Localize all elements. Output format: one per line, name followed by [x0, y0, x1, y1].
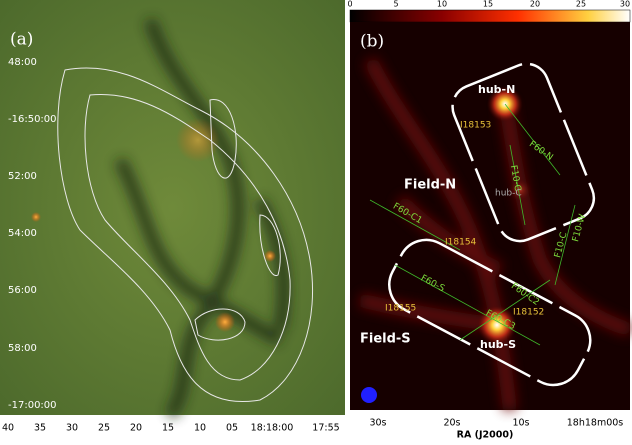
panel-label: (b) — [360, 32, 384, 52]
filament-label: F10-C — [508, 164, 522, 192]
hub-emission — [508, 178, 532, 202]
hub-emission — [477, 305, 517, 345]
y-tick-label: -17:00:00 — [8, 400, 57, 411]
x-axis-label: RA (J2000) — [457, 430, 514, 441]
field-label: Field-S — [360, 332, 411, 347]
y-tick-label: -16:50:00 — [8, 114, 57, 125]
colorbar-tick-label: 10 — [437, 0, 447, 9]
source-label: I18153 — [460, 121, 491, 131]
x-tick-label: 30s — [369, 418, 386, 429]
colorbar-tick-label: 20 — [530, 0, 540, 9]
x-tick-label: 25 — [98, 423, 110, 434]
hub-label: hub-C — [495, 189, 522, 199]
colorbar-tick-label: 15 — [483, 0, 493, 9]
y-tick-label: 56:00 — [8, 285, 37, 296]
colorbar — [349, 9, 631, 23]
field-boxes — [388, 62, 596, 387]
contours — [57, 67, 314, 402]
emission-blob — [176, 118, 220, 162]
y-tick-label: 58:00 — [8, 343, 37, 354]
source-label: I18152 — [513, 308, 544, 318]
hub-label: hub-S — [480, 338, 516, 351]
x-tick-label: 20s — [443, 418, 460, 429]
hub-label: hub-N — [478, 83, 515, 96]
colorbar-tick-label: 0 — [347, 0, 352, 9]
x-tick-label: 18:18:00 — [251, 423, 294, 434]
y-tick-label: 48:00 — [8, 57, 37, 68]
field-label: Field-N — [404, 178, 456, 193]
x-tick-label: 17:55 — [312, 423, 339, 434]
y-tick-label: 52:00 — [8, 171, 37, 182]
colorbar-tick-label: 25 — [576, 0, 586, 9]
panel-b: 0 5 10 15 20 25 30 (b) hub-N hub-C hub-S… — [347, 0, 632, 441]
x-tick-label: 30 — [66, 423, 78, 434]
x-tick-label: 15 — [162, 423, 174, 434]
filament-lines — [369, 103, 576, 346]
dark-filaments — [114, 18, 290, 419]
x-tick-label: 20 — [130, 423, 142, 434]
x-tick-label: 18h18m00s — [567, 418, 624, 429]
panel-a: (a) 48:00 -16:50:00 52:00 54:00 56:00 58… — [0, 0, 345, 434]
x-tick-label: 35 — [34, 423, 46, 434]
colorbar-tick-label: 5 — [393, 0, 398, 9]
panel-label: (a) — [10, 30, 33, 50]
column-density-map — [350, 22, 630, 410]
colorbar-tick-label: 30 — [620, 0, 630, 9]
y-tick-label: 54:00 — [8, 228, 37, 239]
source-label: I18154 — [445, 238, 477, 248]
emission-blob — [215, 312, 235, 332]
source-label: I18155 — [385, 304, 416, 314]
x-tick-label: 10 — [194, 423, 206, 434]
emission-blob — [31, 212, 41, 222]
x-tick-label: 05 — [226, 423, 238, 434]
x-tick-label: 40 — [2, 423, 14, 434]
x-tick-label: 10s — [512, 418, 529, 429]
beam — [361, 387, 377, 403]
emission-blob — [264, 250, 276, 262]
